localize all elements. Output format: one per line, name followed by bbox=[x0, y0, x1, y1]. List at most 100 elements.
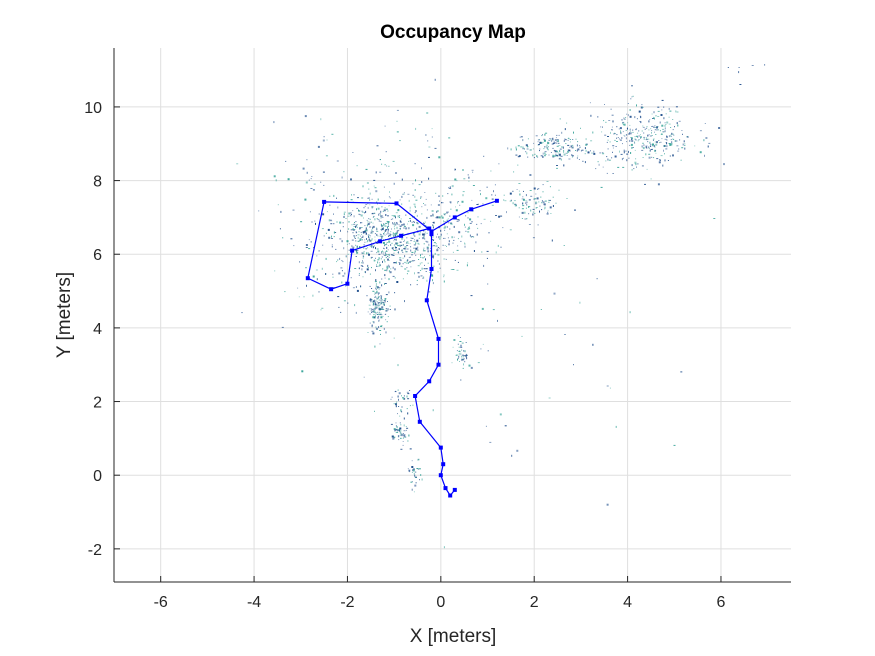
occupied-cell bbox=[477, 362, 480, 364]
occupied-cell bbox=[347, 215, 350, 217]
occupied-cell bbox=[400, 433, 402, 435]
occupied-cell bbox=[629, 124, 631, 126]
occupied-cell bbox=[392, 223, 395, 225]
occupied-cell bbox=[353, 229, 356, 230]
occupied-cell bbox=[370, 308, 372, 310]
occupied-cell bbox=[406, 391, 409, 393]
occupied-cell bbox=[629, 128, 631, 131]
occupied-cell bbox=[346, 243, 348, 245]
occupied-cell bbox=[662, 164, 664, 167]
occupied-cell bbox=[466, 212, 469, 214]
occupied-cell bbox=[347, 201, 349, 203]
occupied-cell bbox=[620, 131, 622, 134]
occupied-cell bbox=[379, 214, 381, 216]
occupied-cell bbox=[427, 250, 429, 253]
occupied-cell bbox=[481, 307, 484, 310]
occupied-cell bbox=[376, 218, 378, 220]
occupied-cell bbox=[516, 449, 519, 452]
occupied-cell bbox=[495, 215, 497, 216]
occupied-cell bbox=[558, 145, 561, 146]
occupied-cell bbox=[584, 161, 586, 164]
occupied-cell bbox=[521, 218, 523, 219]
occupied-cell bbox=[380, 264, 381, 266]
occupied-cell bbox=[379, 212, 381, 214]
path-point bbox=[378, 239, 383, 244]
occupied-cell bbox=[649, 119, 651, 121]
occupied-cell bbox=[370, 232, 372, 234]
occupied-cell bbox=[405, 242, 407, 244]
occupied-cell bbox=[394, 238, 396, 240]
occupied-cell bbox=[393, 222, 395, 224]
path-point bbox=[443, 486, 448, 491]
occupied-cell bbox=[393, 249, 394, 251]
occupied-cell bbox=[458, 353, 460, 356]
occupied-cell bbox=[481, 251, 483, 253]
occupied-cell bbox=[388, 235, 391, 237]
occupied-cell bbox=[522, 205, 525, 207]
occupied-cell bbox=[661, 124, 664, 127]
occupied-cell bbox=[471, 221, 473, 223]
occupied-cell bbox=[387, 249, 389, 251]
occupied-cell bbox=[631, 131, 634, 133]
occupied-cell bbox=[432, 226, 434, 229]
occupied-cell bbox=[365, 271, 366, 274]
occupied-cell bbox=[563, 146, 564, 149]
occupied-cell bbox=[543, 148, 545, 150]
occupied-cell bbox=[403, 430, 406, 432]
occupied-cell bbox=[387, 255, 389, 257]
occupied-cell bbox=[486, 257, 488, 259]
occupied-cell bbox=[392, 275, 395, 277]
occupied-cell bbox=[659, 159, 661, 162]
occupied-cell bbox=[385, 331, 387, 334]
occupied-cell bbox=[383, 303, 385, 306]
occupied-cell bbox=[459, 204, 461, 206]
occupied-cell bbox=[597, 116, 599, 118]
occupied-cell bbox=[415, 199, 418, 201]
occupied-cell bbox=[664, 138, 667, 140]
occupied-cell bbox=[411, 260, 413, 262]
occupied-cell bbox=[420, 474, 422, 476]
occupied-cell bbox=[545, 146, 547, 148]
occupied-cell bbox=[651, 113, 653, 115]
occupied-cell bbox=[556, 165, 558, 166]
occupied-cell bbox=[369, 221, 371, 224]
occupied-cell bbox=[625, 150, 627, 152]
occupied-cell bbox=[619, 150, 620, 153]
occupied-cell bbox=[630, 143, 633, 146]
occupied-cell bbox=[362, 257, 364, 259]
occupied-cell bbox=[399, 220, 401, 223]
occupied-cell bbox=[399, 431, 401, 434]
occupied-cell bbox=[665, 148, 668, 150]
occupied-cell bbox=[438, 216, 441, 219]
occupied-cell bbox=[641, 106, 644, 108]
occupied-cell bbox=[439, 236, 442, 238]
occupied-cell bbox=[643, 138, 645, 140]
occupied-cell bbox=[350, 178, 352, 181]
occupied-cell bbox=[649, 149, 651, 152]
occupied-cell bbox=[364, 212, 366, 214]
occupied-cell bbox=[398, 262, 400, 263]
occupied-cell bbox=[415, 206, 416, 208]
occupied-cell bbox=[458, 231, 461, 234]
occupied-cell bbox=[597, 161, 599, 163]
occupied-cell bbox=[579, 145, 581, 146]
occupied-cell bbox=[358, 213, 360, 215]
occupied-cell bbox=[311, 221, 313, 223]
occupied-cell bbox=[367, 203, 369, 205]
occupied-cell bbox=[375, 279, 377, 282]
path-point bbox=[329, 287, 334, 292]
occupied-cell bbox=[358, 267, 360, 269]
occupied-cell bbox=[309, 211, 311, 213]
occupied-cell bbox=[352, 228, 354, 231]
occupied-cell bbox=[277, 204, 279, 206]
occupied-cell bbox=[273, 121, 275, 124]
x-tick-label: 6 bbox=[717, 594, 726, 611]
occupied-cell bbox=[411, 237, 414, 239]
occupied-cell bbox=[663, 117, 665, 120]
occupied-cell bbox=[518, 216, 520, 218]
occupied-cell bbox=[365, 204, 367, 205]
occupied-cell bbox=[326, 211, 328, 213]
occupied-cell bbox=[376, 304, 378, 307]
occupied-cell bbox=[499, 413, 502, 416]
occupied-cell bbox=[555, 153, 557, 156]
